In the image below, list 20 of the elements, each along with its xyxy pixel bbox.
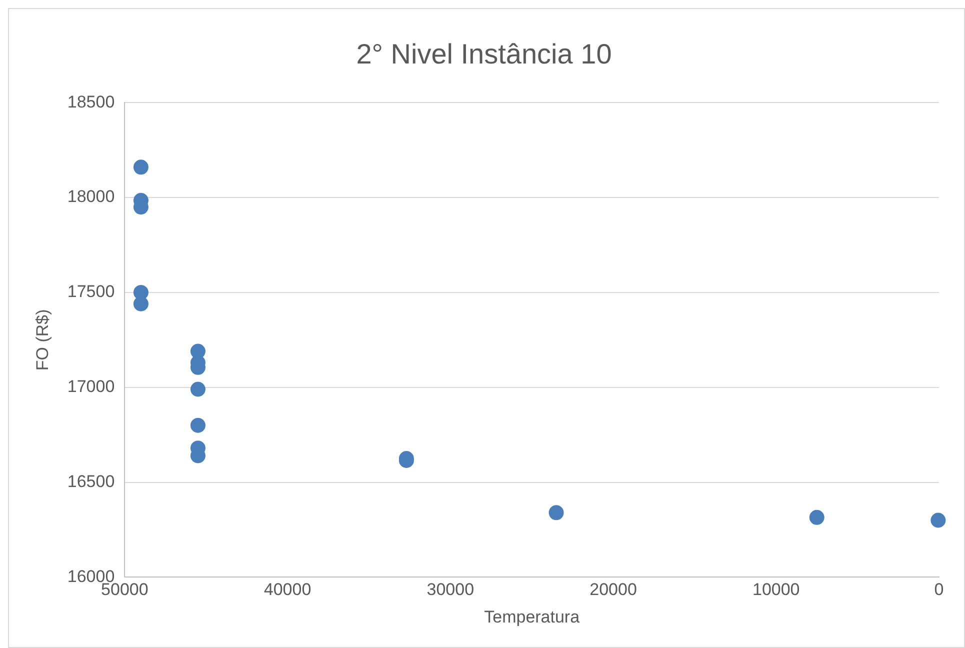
point <box>809 510 824 525</box>
y-tick-label: 16500 <box>67 472 115 491</box>
point <box>548 505 564 520</box>
y-tick-label: 18000 <box>67 187 115 206</box>
chart-title: 2° Nivel Instância 10 <box>356 38 612 70</box>
y-axis-title: FO (R$) <box>32 309 52 371</box>
y-tick-label: 17500 <box>67 282 115 302</box>
x-tick-label: 0 <box>934 580 944 600</box>
y-tick-label: 17000 <box>67 377 115 396</box>
x-tick-label: 10000 <box>752 580 800 600</box>
point <box>133 160 148 175</box>
point <box>190 382 206 397</box>
x-axis-title: Temperatura <box>484 607 580 626</box>
point <box>190 418 206 433</box>
point <box>133 296 148 312</box>
x-tick-label: 40000 <box>264 580 312 600</box>
y-tick-label: 18500 <box>67 92 115 112</box>
x-tick-label: 30000 <box>426 580 474 600</box>
x-tick-label: 20000 <box>590 580 637 600</box>
point <box>930 512 946 528</box>
